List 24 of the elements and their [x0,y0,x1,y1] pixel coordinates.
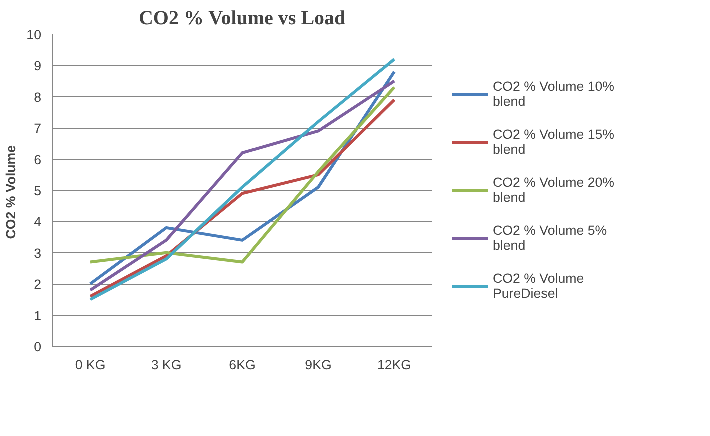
y-tick-label: 6 [34,152,42,168]
x-tick-label: 6KG [229,358,256,372]
legend-label: CO2 % Volume 20% blend [493,174,614,206]
x-tick-label: 3 KG [151,358,182,372]
legend-label: CO2 % Volume 10% blend [493,78,614,110]
y-tick-label: 7 [34,121,42,136]
x-tick-label: 9KG [305,358,332,372]
line-series [89,86,396,264]
y-tick-label: 10 [26,28,42,42]
x-tick-label: 12KG [377,358,412,372]
chart-title: CO2 % Volume vs Load [138,8,346,30]
legend-label: CO2 % Volume PureDiesel [493,270,586,302]
y-tick-label: 3 [34,246,42,261]
y-tick-label: 4 [34,214,42,230]
y-axis-title: CO2 % Volume [4,145,19,240]
x-tick-label: 0 KG [75,358,106,372]
y-tick-label: 8 [34,90,42,105]
y-tick-label: 1 [34,308,42,324]
y-tick-label: 9 [34,58,42,74]
y-tick-label: 2 [34,277,42,292]
legend-label: CO2 % Volume 5% blend [493,222,608,254]
y-tick-label: 0 [34,340,42,354]
y-tick-label: 5 [34,184,42,198]
legend-label: CO2 % Volume 15% blend [493,126,614,158]
